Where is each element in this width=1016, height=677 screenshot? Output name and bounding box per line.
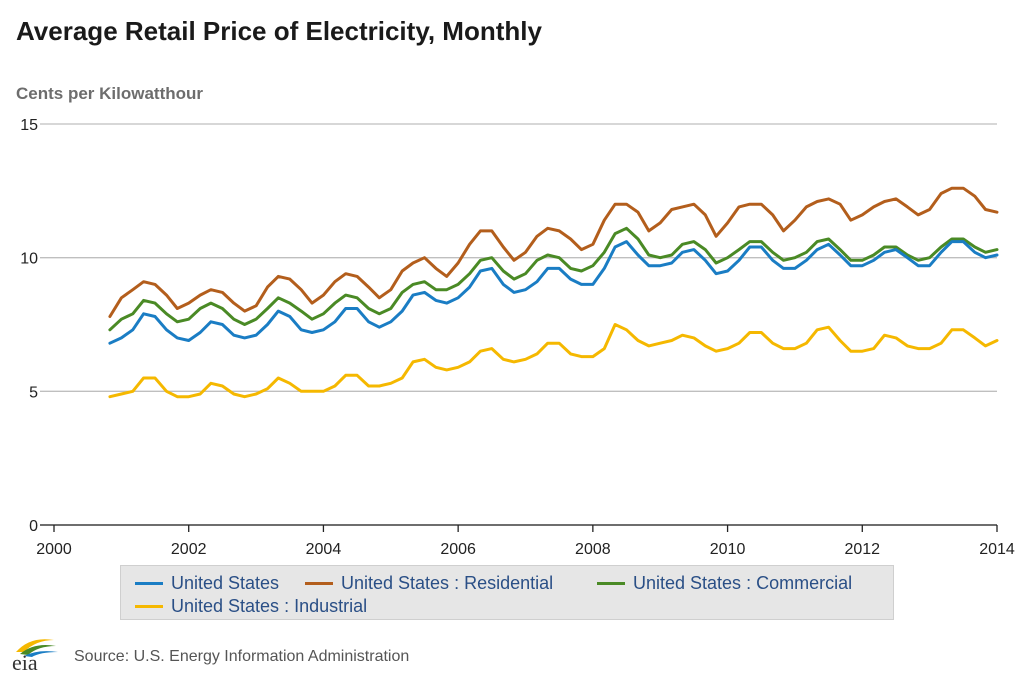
x-tick-label: 2012 xyxy=(844,541,880,558)
x-tick-label: 2010 xyxy=(710,541,746,558)
y-tick-label: 5 xyxy=(29,384,38,401)
series-line-residential xyxy=(108,186,999,318)
x-axis xyxy=(40,524,998,532)
series-line-industrial xyxy=(108,323,999,399)
x-tick-label: 2014 xyxy=(979,541,1015,558)
x-tick-label: 2004 xyxy=(306,541,342,558)
x-axis-ticks: 2000 2002 2004 2006 2008 2010 2012 2014 xyxy=(36,541,1015,558)
legend-swatch-industrial xyxy=(135,605,163,608)
eia-logo: eia xyxy=(12,639,58,672)
legend-item-united-states[interactable]: United States xyxy=(135,573,279,594)
legend-label: United States : Industrial xyxy=(171,596,368,616)
series-lines xyxy=(108,186,999,399)
logo-text: eia xyxy=(12,650,38,672)
legend-label: United States : Commercial xyxy=(633,573,853,593)
x-tick-label: 2008 xyxy=(575,541,611,558)
y-axis-label: Cents per Kilowatthour xyxy=(16,84,204,103)
series-line-commercial xyxy=(108,226,999,332)
y-axis-ticks: 0 5 10 15 xyxy=(20,117,38,535)
legend-swatch-residential xyxy=(305,582,333,585)
grid-lines xyxy=(40,123,997,526)
legend-swatch-united-states xyxy=(135,582,163,585)
legend-item-residential[interactable]: United States : Residential xyxy=(305,573,553,594)
legend-item-industrial[interactable]: United States : Industrial xyxy=(135,596,367,617)
chart-title: Average Retail Price of Electricity, Mon… xyxy=(16,16,542,46)
legend-label: United States xyxy=(171,573,280,593)
legend-item-commercial[interactable]: United States : Commercial xyxy=(597,573,852,594)
legend: United States United States : Residentia… xyxy=(120,565,894,620)
y-tick-label: 10 xyxy=(20,251,38,268)
y-tick-label: 15 xyxy=(20,117,38,134)
series-line-united-states xyxy=(108,240,999,345)
legend-swatch-commercial xyxy=(597,582,625,585)
source-note: Source: U.S. Energy Information Administ… xyxy=(74,648,410,665)
x-tick-label: 2002 xyxy=(171,541,207,558)
x-tick-label: 2006 xyxy=(440,541,476,558)
y-tick-label: 0 xyxy=(29,518,38,535)
x-tick-label: 2000 xyxy=(36,541,72,558)
legend-label: United States : Residential xyxy=(341,573,554,593)
